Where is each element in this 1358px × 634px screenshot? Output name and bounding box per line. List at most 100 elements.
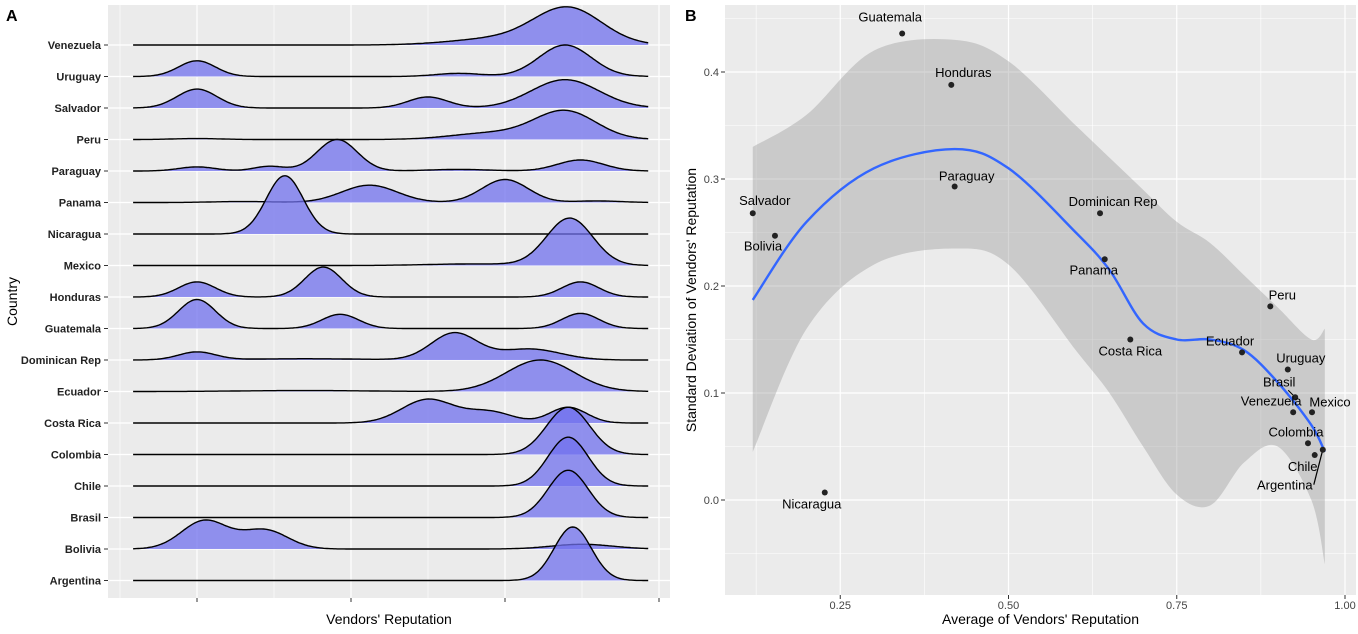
ridge-fill-bolivia [133,520,649,549]
ridge-line-paraguay [133,138,649,172]
y-tick-label: 0.3 [704,174,719,186]
point-nicaragua [821,489,828,496]
point-honduras [948,81,955,88]
ridge-line-costa-rica [133,398,649,424]
x-tick-label: 0.75 [1166,600,1187,612]
y-tick-label: 0.4 [704,67,719,79]
ridge-line-salvador [133,79,649,109]
y-axis-title: Standard Deviation of Vendors' Reputatio… [683,168,699,432]
confidence-band [752,39,1325,565]
ridge-line-venezuela [133,6,649,46]
point-ecuador [1239,349,1246,356]
ridge-fill-dominican-rep [133,332,649,360]
y-tick-label: Nicaragua [48,229,102,241]
plot-background [725,5,1356,595]
panel-label-b: B [685,8,697,25]
point-label: Bolivia [744,239,783,254]
y-tick-label: Bolivia [65,544,102,556]
x-axis-title: Average of Vendors' Reputation [942,611,1139,627]
ridge-fill-honduras [133,267,649,297]
y-tick-label: Guatemala [45,324,102,336]
ridge-fill-mexico [133,218,649,266]
point-label: Paraguay [939,168,995,183]
y-tick-label: Panama [59,198,102,210]
ridge-fill-salvador [133,79,649,108]
point-uruguay [1284,366,1291,373]
y-tick-label: Mexico [64,261,102,273]
point-label: Guatemala [858,9,922,24]
y-tick-label: Brasil [70,513,101,525]
y-axis-title: Country [4,277,20,326]
ridge-fill-ecuador [133,360,649,392]
point-bolivia [771,232,778,239]
point-label: Ecuador [1206,333,1255,348]
ridge-fill-panama [133,179,649,203]
point-dominican-rep [1097,210,1104,217]
point-mexico [1309,409,1316,416]
point-colombia [1304,440,1311,447]
point-label: Panama [1070,262,1119,277]
point-venezuela [1290,409,1297,416]
y-tick-label: Venezuela [48,40,102,52]
ridge-fill-uruguay [133,45,649,77]
ridge-line-panama [133,178,649,204]
ridge-line-uruguay [133,44,649,78]
x-tick-label: 0.25 [830,600,851,612]
y-tick-label: Costa Rica [44,418,102,430]
point-label: Dominican Rep [1069,194,1158,209]
y-tick-label: 0.0 [704,495,719,507]
ridge-line-argentina [133,526,649,582]
point-label: Mexico [1309,394,1350,409]
point-label: Honduras [935,65,992,80]
point-label: Salvador [739,193,791,208]
y-tick-label: Peru [77,135,101,147]
point-argentina [1319,446,1326,453]
point-label: Colombia [1269,424,1325,439]
point-guatemala [899,30,906,37]
point-paraguay [951,183,958,190]
panel-label-a: A [6,8,18,25]
point-chile [1311,452,1318,459]
ridge-fill-argentina [133,527,649,581]
ridge-fill-nicaragua [133,175,649,234]
point-label: Brasil [1263,374,1296,389]
point-brasil [1292,394,1299,401]
y-tick-label: Salvador [55,103,102,115]
smooth-line [751,147,1326,453]
x-axis-title: Vendors' Reputation [326,611,452,627]
ridge-line-dominican-rep [133,331,649,361]
ridge-line-colombia [133,406,649,456]
point-label: Argentina [1257,478,1313,493]
point-peru [1267,303,1274,310]
point-label: Costa Rica [1099,344,1163,359]
label-leader-argentina [1313,449,1324,485]
ridge-fill-venezuela [133,6,649,46]
y-tick-label: Chile [74,481,101,493]
ridge-fill-colombia [133,407,649,455]
y-tick-label: Colombia [51,450,102,462]
x-tick-label: 0.50 [998,600,1019,612]
point-salvador [749,210,756,217]
ridge-line-peru [133,109,649,141]
point-costa-rica [1127,336,1134,343]
y-tick-label: Honduras [50,292,101,304]
point-label: Peru [1269,287,1296,302]
ridge-fill-costa-rica [133,399,649,423]
x-tick-label: 1.00 [1334,600,1355,612]
ridge-line-guatemala [133,298,649,330]
y-tick-label: 0.2 [704,281,719,293]
ridge-line-chile [133,436,649,487]
ridge-line-mexico [133,217,649,267]
ridge-line-brasil [133,469,649,519]
point-label: Uruguay [1276,350,1326,365]
point-panama [1101,256,1108,263]
y-tick-label: Dominican Rep [21,355,101,367]
point-label: Nicaragua [782,497,842,512]
y-tick-label: Uruguay [56,72,102,84]
point-label: Venezuela [1241,393,1302,408]
y-tick-label: Paraguay [51,166,101,178]
y-tick-label: Ecuador [57,387,102,399]
